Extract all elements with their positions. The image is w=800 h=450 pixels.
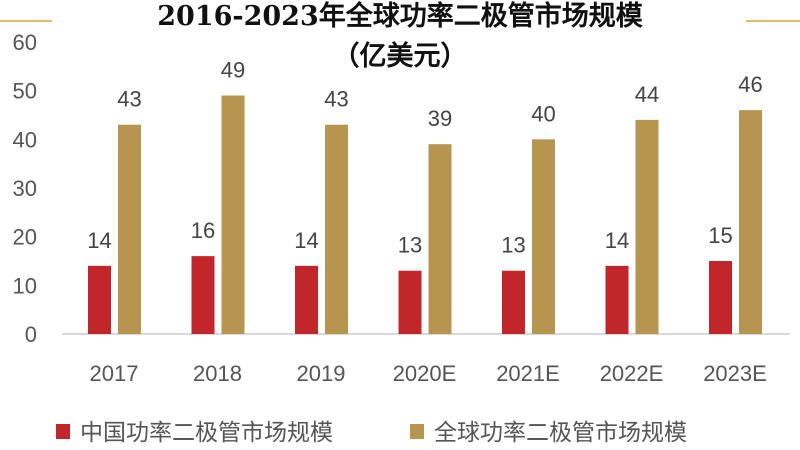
- legend-swatch: [410, 424, 424, 439]
- y-tick-label: 30: [13, 176, 37, 201]
- bar-global: [739, 110, 762, 334]
- bar-global: [221, 95, 245, 335]
- data-label: 13: [501, 233, 525, 258]
- legend-label: 中国功率二极管市场规模: [80, 420, 333, 446]
- data-label: 14: [87, 228, 111, 253]
- bar-global: [428, 144, 452, 334]
- y-tick-label: 10: [13, 273, 37, 298]
- x-tick-label: 2021E: [496, 361, 560, 386]
- x-tick-label: 2020E: [393, 361, 457, 386]
- x-tick-label: 2018: [193, 361, 242, 386]
- bar-china: [502, 270, 525, 334]
- data-label: 13: [398, 233, 422, 258]
- chart-subtitle: （亿美元）: [332, 41, 468, 72]
- bar-global: [325, 124, 348, 334]
- bar-china: [605, 265, 629, 334]
- bar-china: [191, 256, 215, 334]
- x-tick-label: 2022E: [600, 361, 664, 386]
- data-label: 14: [294, 228, 318, 253]
- chart-title: 2016-2023年全球功率二极管市场规模: [157, 1, 643, 32]
- data-label: 40: [531, 101, 555, 126]
- y-tick-label: 0: [25, 322, 37, 347]
- y-tick-label: 60: [13, 30, 37, 55]
- bar-china: [295, 265, 318, 334]
- bar-global: [118, 124, 141, 334]
- x-tick-label: 2023E: [703, 361, 767, 386]
- data-label: 16: [191, 218, 215, 243]
- y-tick-label: 20: [13, 225, 37, 250]
- legend-label: 全球功率二极管市场规模: [434, 420, 687, 446]
- data-label: 43: [324, 87, 348, 112]
- x-tick-label: 2019: [297, 361, 346, 386]
- x-tick-label: 2017: [90, 361, 139, 386]
- data-label: 39: [428, 106, 452, 131]
- bar-china: [398, 270, 422, 334]
- data-label: 14: [605, 228, 629, 253]
- y-tick-label: 40: [13, 127, 37, 152]
- data-label: 44: [635, 82, 659, 107]
- data-label: 49: [221, 58, 245, 83]
- y-tick-label: 50: [13, 79, 37, 104]
- data-label: 15: [708, 223, 732, 248]
- bar-china: [709, 261, 732, 334]
- bar-global: [635, 119, 659, 334]
- bar-china: [88, 265, 111, 334]
- bar-global: [532, 139, 555, 334]
- data-label: 43: [117, 87, 141, 112]
- legend-swatch: [56, 424, 70, 439]
- data-label: 46: [738, 72, 762, 97]
